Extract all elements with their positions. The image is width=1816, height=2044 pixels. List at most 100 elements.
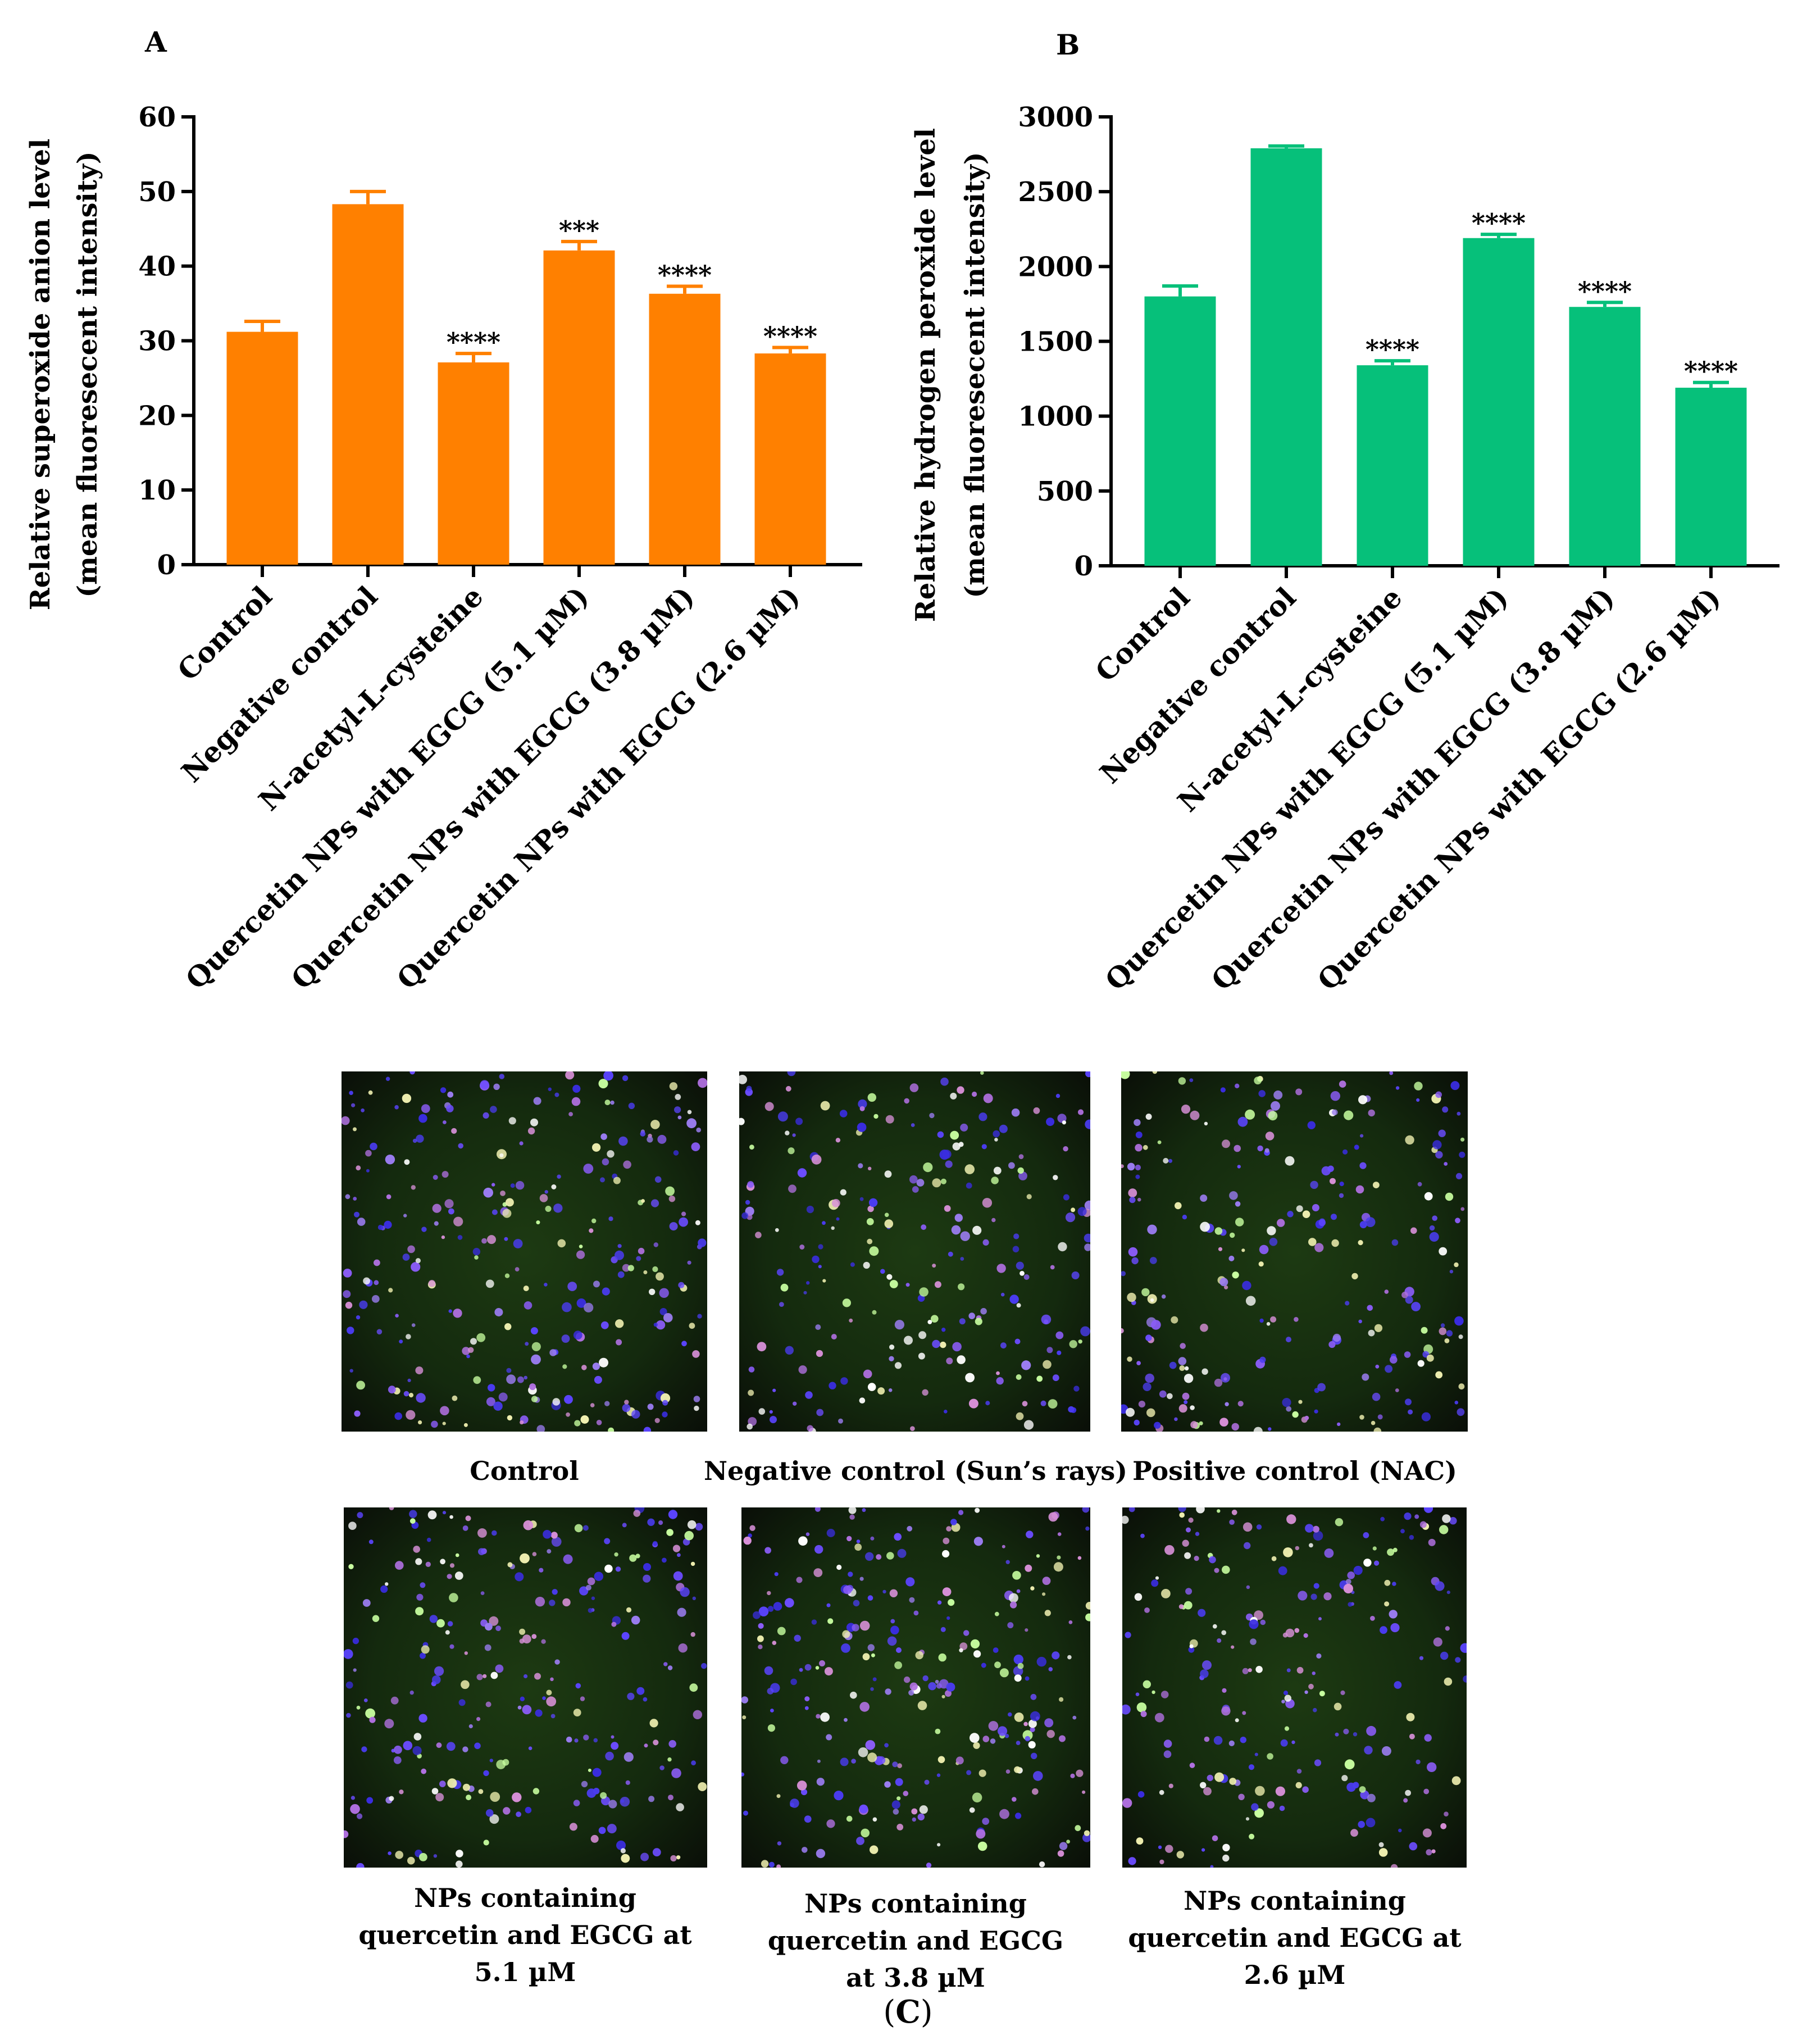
cell [865, 1740, 876, 1750]
cell [349, 1091, 353, 1095]
cell [1359, 1162, 1367, 1169]
micrograph-background [1121, 1071, 1468, 1432]
cell [1135, 1692, 1140, 1696]
cell [862, 1508, 866, 1512]
cell [1137, 1197, 1141, 1202]
cell [775, 1228, 779, 1232]
cell [826, 1734, 832, 1741]
cell [940, 1627, 946, 1632]
cell [596, 1420, 602, 1425]
cell [1204, 1121, 1208, 1125]
cell [590, 1403, 595, 1407]
cell [409, 1510, 417, 1518]
cell [503, 1807, 511, 1815]
cell [1179, 1512, 1185, 1518]
cell [427, 1510, 437, 1520]
cell [388, 1288, 393, 1293]
cell [523, 1520, 534, 1530]
category-label: Quercetin NPs with EGCG (3.8 µM) [285, 580, 701, 996]
y-axis-label-line1: Relative superoxide anion level [25, 139, 56, 611]
cell [544, 1283, 548, 1287]
cell [1308, 1238, 1317, 1246]
cell [1238, 1793, 1245, 1800]
cell [1460, 1643, 1467, 1653]
cell [1265, 1132, 1275, 1141]
cell [802, 1847, 808, 1853]
cell [1444, 1677, 1453, 1686]
y-axis-label-line2: (mean fluoresecent intensity) [959, 152, 991, 598]
cell [935, 1679, 939, 1684]
cell [1353, 1732, 1358, 1737]
cell [659, 1765, 664, 1770]
cell [622, 1075, 629, 1082]
bar [226, 331, 298, 565]
cell [1222, 1688, 1227, 1693]
cell [1332, 1333, 1341, 1342]
cell [978, 1769, 986, 1777]
cell [1189, 1078, 1194, 1082]
cell [1222, 1843, 1230, 1852]
cell [607, 1150, 615, 1158]
cell [1042, 1592, 1046, 1596]
cell [870, 1845, 879, 1854]
cell [621, 1854, 630, 1863]
cell [1210, 1865, 1214, 1868]
cell [811, 1619, 817, 1625]
cell [656, 1320, 666, 1330]
cell [429, 1615, 438, 1623]
cell [1454, 1316, 1464, 1326]
cell [1354, 1144, 1359, 1150]
cell [820, 1101, 830, 1111]
cell [770, 1416, 777, 1424]
cell [636, 1256, 641, 1261]
cell [1406, 1713, 1415, 1721]
cell [504, 1323, 512, 1330]
cell [1016, 1412, 1024, 1420]
cell [531, 1634, 537, 1639]
cell [386, 1194, 392, 1200]
cell [889, 1356, 894, 1361]
cell [867, 1238, 873, 1244]
cell [1189, 1763, 1195, 1768]
cell [1084, 1243, 1090, 1251]
cell [858, 1099, 867, 1109]
cell [356, 1315, 361, 1320]
cell [444, 1199, 454, 1209]
cell [1364, 1746, 1373, 1755]
cell [1059, 1735, 1066, 1742]
cell [1384, 1289, 1389, 1294]
cell [982, 1239, 989, 1246]
cell [856, 1837, 864, 1845]
cell [884, 1212, 889, 1218]
cell [1159, 1390, 1167, 1398]
cell [1218, 1247, 1223, 1251]
cell [665, 1186, 675, 1196]
cell [968, 1398, 978, 1409]
cell [474, 1255, 479, 1260]
cell [672, 1545, 681, 1552]
cell [1359, 1221, 1367, 1229]
cell [976, 1829, 986, 1839]
cell [1055, 1331, 1064, 1339]
cell [1284, 1726, 1290, 1731]
cell [859, 1620, 870, 1631]
cell [790, 1678, 797, 1686]
cell [1328, 1341, 1336, 1348]
cell [356, 1705, 361, 1710]
cell [1313, 1583, 1319, 1589]
cell [1136, 1702, 1147, 1713]
cell [982, 1818, 990, 1825]
cell [911, 1808, 918, 1815]
cell [940, 1341, 946, 1348]
cell [468, 1724, 473, 1729]
cell [1332, 1109, 1338, 1116]
cell [946, 1526, 952, 1532]
cell [592, 1362, 600, 1370]
cell [903, 1791, 909, 1796]
cell [892, 1761, 898, 1768]
cell [1147, 1224, 1157, 1234]
cell [1200, 1323, 1208, 1332]
cell [394, 1105, 399, 1110]
micrograph-image [739, 1071, 1090, 1432]
cell [859, 1397, 866, 1403]
